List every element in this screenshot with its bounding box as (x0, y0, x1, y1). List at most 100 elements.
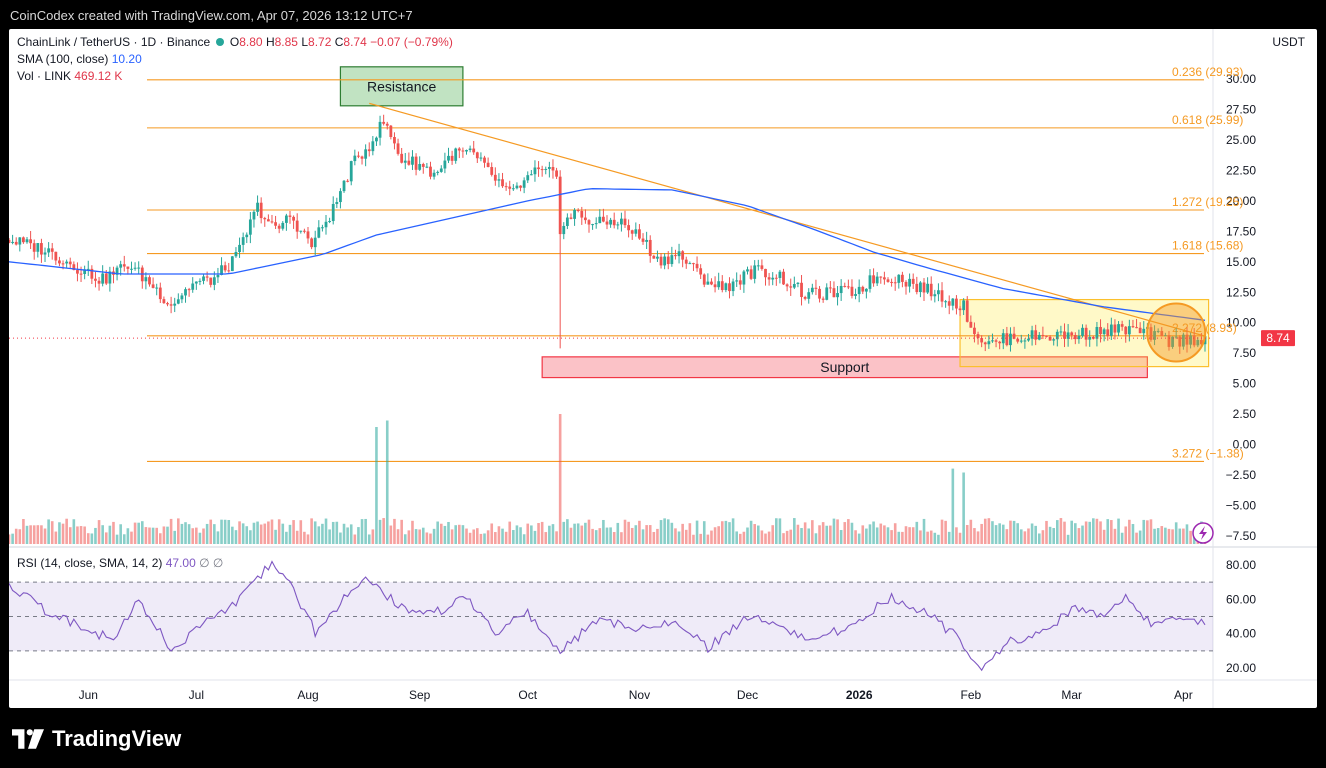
volume-bar (548, 525, 551, 544)
volume-bar (580, 525, 584, 544)
candle-body (421, 164, 425, 167)
candle-body (288, 215, 292, 217)
chart-panel[interactable]: 30.00 27.50 25.00 22.50 20.00 17.50 15.00 12.50… (9, 29, 1317, 708)
candle-body (202, 276, 205, 281)
candle-body (821, 298, 825, 300)
candle-body (515, 185, 519, 189)
volume-bar (245, 526, 249, 544)
time-tick-label: Dec (737, 688, 758, 702)
volume-bar (1174, 522, 1178, 544)
candle-body (457, 148, 461, 151)
candle-body (861, 286, 865, 292)
candle-body (32, 243, 36, 252)
volume-bar (775, 518, 778, 544)
candle-body (1178, 336, 1182, 347)
volume-bar (522, 534, 526, 544)
volume-bar (285, 531, 288, 544)
volume-bar (648, 525, 652, 544)
candle-body (1153, 331, 1156, 340)
volume-bar (385, 420, 389, 544)
volume-bar (9, 534, 11, 544)
volume-bar (793, 518, 796, 544)
candle-body (385, 123, 389, 126)
candle-body (36, 243, 40, 252)
candle-body (573, 209, 576, 219)
rsi-na-1-icon: ∅ (199, 556, 210, 570)
volume-bar (65, 518, 68, 544)
volume-bar (641, 529, 645, 544)
candle-body (176, 299, 180, 304)
candle-body (313, 237, 317, 248)
candle-body (818, 288, 821, 299)
volume-bar (1189, 530, 1192, 544)
volume-bar (133, 522, 137, 544)
volume-bar (1005, 529, 1009, 544)
volume-bar (494, 532, 497, 544)
candle-body (1113, 324, 1117, 333)
volume-bar (544, 532, 548, 544)
candle-body (951, 298, 955, 306)
volume-bar (821, 522, 825, 544)
candle-body (1196, 339, 1200, 346)
candle-body (1124, 326, 1128, 335)
price-tick-label: −5.00 (1226, 499, 1257, 513)
volume-bar (119, 524, 122, 544)
candle-body (1048, 336, 1052, 341)
volume-bar (486, 530, 490, 544)
symbol-name[interactable]: ChainLink / TetherUS · 1D · Binance (17, 35, 211, 49)
volume-bar (832, 518, 836, 544)
candle-body (915, 283, 919, 293)
candle-body (609, 219, 613, 225)
volume-bar (980, 523, 983, 544)
candle-body (789, 286, 793, 288)
volume-bar (940, 519, 944, 544)
candle-body (396, 143, 400, 154)
volume-bar (746, 527, 749, 544)
last-price-value: 8.74 (1266, 331, 1290, 345)
volume-bar (969, 519, 973, 544)
candle-body (429, 166, 432, 177)
volume-bar (872, 521, 875, 544)
volume-bar (771, 525, 775, 544)
volume-bar (1178, 528, 1182, 544)
volume-legend[interactable]: Vol · LINK 469.12 K (17, 69, 122, 83)
volume-bar (634, 525, 638, 544)
volume-bar (602, 519, 605, 544)
volume-bar (432, 528, 436, 544)
volume-bar (295, 530, 299, 544)
candle-body (706, 281, 710, 285)
candle-body (1171, 336, 1174, 347)
candle-body (119, 264, 123, 268)
volume-bar (569, 527, 573, 544)
rsi-legend[interactable]: RSI (14, close, SMA, 14, 2) 47.00 ∅ ∅ (17, 556, 223, 570)
price-tick-label: 25.00 (1226, 133, 1256, 147)
lightning-icon[interactable] (1192, 522, 1214, 544)
time-tick-label: Jul (189, 688, 204, 702)
candle-body (1030, 330, 1034, 339)
volume-bar (760, 530, 764, 544)
volume-bar (901, 531, 904, 544)
candle-body (955, 298, 958, 309)
candle-body (684, 259, 688, 264)
volume-bar (933, 532, 937, 544)
price-tick-label: 7.50 (1233, 346, 1257, 360)
brand-name: TradingView (52, 726, 182, 751)
candle-body (216, 275, 220, 278)
volume-bar (710, 530, 713, 544)
candle-body (922, 282, 926, 293)
volume-bar (684, 529, 688, 544)
sma-legend[interactable]: SMA (100, close) 10.20 (17, 52, 142, 66)
volume-bar (115, 534, 119, 544)
candle-body (904, 281, 908, 287)
candle-body (339, 191, 342, 203)
candle-body (493, 174, 497, 181)
volume-bar (159, 533, 162, 544)
candle-body (1181, 334, 1185, 347)
rsi-label: RSI (14, close, SMA, 14, 2) (17, 556, 163, 570)
candle-body (767, 277, 771, 280)
volume-bar (998, 523, 1001, 544)
volume-bar (904, 526, 908, 544)
volume-bar (122, 534, 126, 544)
price-chart[interactable]: 30.00 27.50 25.00 22.50 20.00 17.50 15.00 12.50… (9, 29, 1317, 708)
candle-body (814, 287, 818, 289)
